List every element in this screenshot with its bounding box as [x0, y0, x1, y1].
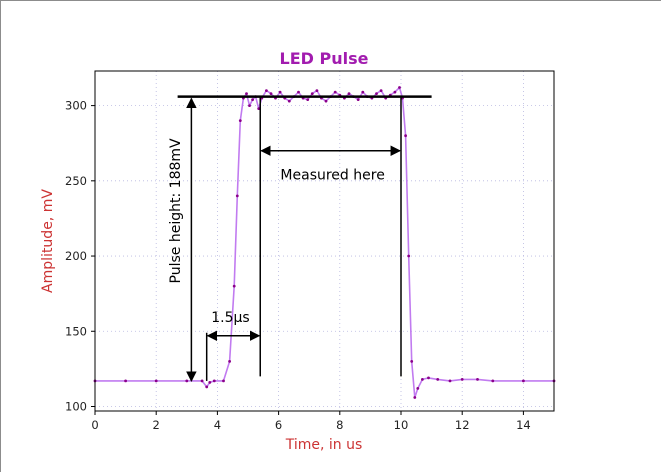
x-tick-label: 14 [516, 418, 531, 432]
data-point [154, 379, 158, 383]
pulse-height-label: Pulse height: 188mV [168, 138, 184, 283]
x-tick-label: 8 [336, 418, 343, 432]
data-point [393, 90, 397, 94]
data-point [238, 119, 242, 122]
data-point [287, 99, 291, 103]
data-point [448, 379, 452, 383]
ticks: 0 2 4 6 8 10 12 14 100 150 200 250 300 [65, 99, 531, 432]
series-group [93, 86, 556, 399]
data-point [410, 360, 414, 363]
x-axis-label: Time, in us [285, 437, 363, 453]
data-point [379, 89, 383, 92]
rise-time-label: 1.5μs [211, 310, 249, 326]
data-point [333, 90, 337, 94]
data-point [491, 379, 495, 383]
x-tick-label: 6 [275, 418, 282, 432]
annotations: Pulse height: 188mV 1.5μs Measured here [168, 95, 432, 382]
data-point [212, 379, 216, 383]
x-tick-label: 10 [394, 418, 409, 432]
data-point [228, 360, 232, 363]
data-point [315, 89, 319, 92]
data-point [200, 379, 204, 383]
data-point [208, 381, 212, 384]
x-tick-label: 12 [455, 418, 470, 432]
data-point [222, 379, 225, 383]
data-point [361, 90, 365, 94]
data-point [413, 396, 417, 399]
y-tick-label: 300 [65, 99, 87, 113]
data-point [324, 99, 328, 103]
x-tick-label: 0 [91, 418, 98, 432]
data-point [248, 104, 251, 107]
data-point [421, 378, 424, 381]
plot-frame [94, 70, 555, 412]
data-point [476, 378, 479, 381]
data-point [205, 385, 209, 389]
y-axis-label: Amplitude, mV [40, 189, 56, 293]
data-point [257, 107, 261, 110]
data-point [375, 92, 378, 95]
data-point [269, 92, 273, 95]
data-point [245, 92, 248, 95]
data-point [251, 98, 255, 101]
data-point [235, 194, 239, 198]
grid [94, 71, 554, 411]
data-point [436, 378, 440, 381]
data-point [185, 379, 189, 383]
data-point [347, 92, 351, 95]
data-point [416, 387, 420, 390]
y-tick-label: 150 [65, 324, 87, 338]
data-point [310, 92, 314, 95]
data-point [278, 90, 282, 94]
data-point [460, 378, 464, 381]
data-point [265, 89, 268, 92]
x-tick-label: 4 [214, 418, 221, 432]
series-line-0 [95, 86, 554, 399]
y-tick-label: 100 [65, 399, 87, 413]
data-point [427, 376, 430, 380]
data-point [407, 254, 411, 258]
measured-label: Measured here [280, 168, 384, 184]
data-point [297, 90, 300, 94]
data-point [398, 86, 401, 89]
data-point [522, 379, 525, 383]
data-point [404, 134, 407, 138]
y-tick-label: 200 [65, 249, 87, 263]
x-tick-label: 2 [153, 418, 160, 432]
y-tick-label: 250 [65, 174, 87, 188]
data-point [232, 284, 236, 288]
data-point [356, 98, 360, 101]
chart-title: LED Pulse [280, 49, 369, 68]
data-point [306, 98, 310, 101]
data-point [124, 379, 127, 383]
